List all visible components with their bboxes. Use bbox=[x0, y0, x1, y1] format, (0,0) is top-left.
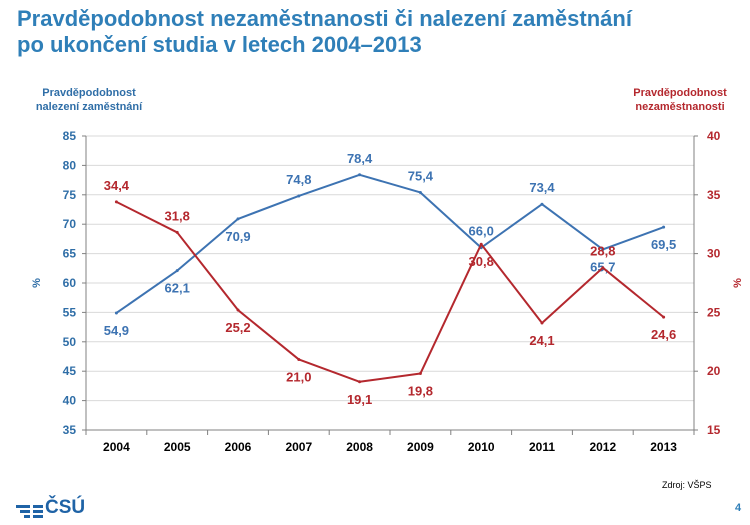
x-axis-tick-label: 2005 bbox=[164, 440, 191, 454]
x-axis-tick-label: 2008 bbox=[346, 440, 373, 454]
employment-series-line bbox=[115, 173, 664, 314]
left-axis-tick-label: 60 bbox=[63, 276, 77, 290]
left-axis-tick-label: 75 bbox=[63, 188, 77, 202]
title-line-1: Pravděpodobnost nezaměstnanosti či nalez… bbox=[17, 6, 632, 31]
unemployment-data-point bbox=[662, 315, 666, 319]
employment-data-label: 73,4 bbox=[529, 180, 555, 195]
right-axis-tick-label: 35 bbox=[707, 188, 721, 202]
unemployment-data-label: 28,8 bbox=[590, 244, 615, 259]
left-axis-caption-line-1: Pravděpodobnost bbox=[42, 87, 136, 99]
right-axis-tick-label: 30 bbox=[707, 247, 721, 261]
employment-data-label: 78,4 bbox=[347, 151, 373, 166]
source-note: Zdroj: VŠPS bbox=[662, 480, 712, 490]
chart-title: Pravděpodobnost nezaměstnanosti či nalez… bbox=[17, 6, 737, 58]
title-line-2: po ukončení studia v letech 2004–2013 bbox=[17, 32, 422, 57]
right-axis-tick-label: 40 bbox=[707, 129, 721, 143]
employment-data-label: 54,9 bbox=[104, 323, 129, 338]
unemployment-data-point bbox=[175, 230, 179, 234]
unemployment-data-point bbox=[601, 266, 605, 270]
employment-data-label: 70,9 bbox=[225, 229, 250, 244]
unemployment-data-label: 25,2 bbox=[225, 320, 250, 335]
left-axis-tick-label: 70 bbox=[63, 217, 77, 231]
left-axis-unit: % bbox=[31, 278, 43, 288]
unemployment-data-point bbox=[236, 308, 240, 312]
unemployment-data-point bbox=[540, 321, 544, 325]
employment-data-label: 75,4 bbox=[408, 168, 434, 183]
unemployment-data-label: 30,8 bbox=[469, 254, 494, 269]
x-axis-tick-label: 2009 bbox=[407, 440, 434, 454]
unemployment-data-label: 19,8 bbox=[408, 384, 433, 399]
employment-data-point bbox=[358, 173, 362, 177]
left-axis-tick-label: 55 bbox=[63, 305, 77, 319]
employment-data-point bbox=[418, 190, 422, 194]
left-axis-tick-label: 40 bbox=[63, 394, 77, 408]
x-axis-tick-label: 2007 bbox=[285, 440, 312, 454]
right-axis-caption-line-2: nezaměstnanosti bbox=[635, 101, 725, 113]
employment-data-point bbox=[114, 311, 118, 315]
employment-data-point bbox=[236, 217, 240, 221]
right-axis-caption: Pravděpodobnost nezaměstnanosti bbox=[610, 86, 750, 114]
employment-data-label: 62,1 bbox=[165, 281, 190, 296]
x-axis-tick-label: 2013 bbox=[650, 440, 677, 454]
left-axis-tick-label: 35 bbox=[63, 423, 77, 437]
employment-data-label: 74,8 bbox=[286, 172, 311, 187]
left-axis-tick-label: 45 bbox=[63, 364, 77, 378]
employment-data-point bbox=[601, 247, 605, 251]
unemployment-data-label: 31,8 bbox=[165, 208, 190, 223]
x-axis-tick-label: 2006 bbox=[225, 440, 252, 454]
left-axis-tick-label: 50 bbox=[63, 335, 77, 349]
x-axis-tick-label: 2010 bbox=[468, 440, 495, 454]
page-number: 4 bbox=[735, 502, 742, 514]
x-axis-tick-label: 2011 bbox=[529, 440, 555, 454]
employment-data-point bbox=[297, 194, 301, 198]
unemployment-data-label: 24,6 bbox=[651, 327, 676, 342]
unemployment-data-label: 19,1 bbox=[347, 392, 372, 407]
employment-data-point bbox=[662, 225, 666, 229]
csu-logo-icon bbox=[16, 505, 43, 518]
unemployment-series-line bbox=[115, 200, 665, 383]
left-axis-caption: Pravděpodobnost nalezení zaměstnání bbox=[14, 86, 164, 114]
right-axis-caption-line-1: Pravděpodobnost bbox=[633, 87, 727, 99]
unemployment-data-point bbox=[114, 200, 118, 204]
right-axis-tick-label: 25 bbox=[707, 305, 721, 319]
unemployment-data-point bbox=[479, 242, 483, 246]
right-axis-tick-label: 15 bbox=[707, 423, 721, 437]
right-axis-tick-label: 20 bbox=[707, 364, 721, 378]
x-axis-tick-label: 2004 bbox=[103, 440, 130, 454]
unemployment-data-point bbox=[297, 357, 301, 361]
employment-data-label: 69,5 bbox=[651, 237, 676, 252]
unemployment-data-point bbox=[358, 380, 362, 384]
employment-data-point bbox=[175, 269, 179, 273]
employment-data-point bbox=[540, 202, 544, 206]
left-axis-tick-label: 80 bbox=[63, 158, 77, 172]
unemployment-data-label: 34,4 bbox=[104, 178, 130, 193]
left-axis-caption-line-2: nalezení zaměstnání bbox=[35, 101, 143, 113]
unemployment-data-point bbox=[418, 372, 422, 376]
x-axis-tick-label: 2012 bbox=[589, 440, 616, 454]
right-axis-unit: % bbox=[732, 278, 744, 288]
unemployment-data-label: 24,1 bbox=[529, 333, 554, 348]
logo-text: ČSÚ bbox=[45, 497, 86, 518]
employment-data-label: 66,0 bbox=[469, 224, 494, 239]
left-axis-tick-label: 85 bbox=[63, 129, 77, 143]
left-axis-tick-label: 65 bbox=[63, 247, 77, 261]
unemployment-data-label: 21,0 bbox=[286, 369, 311, 384]
